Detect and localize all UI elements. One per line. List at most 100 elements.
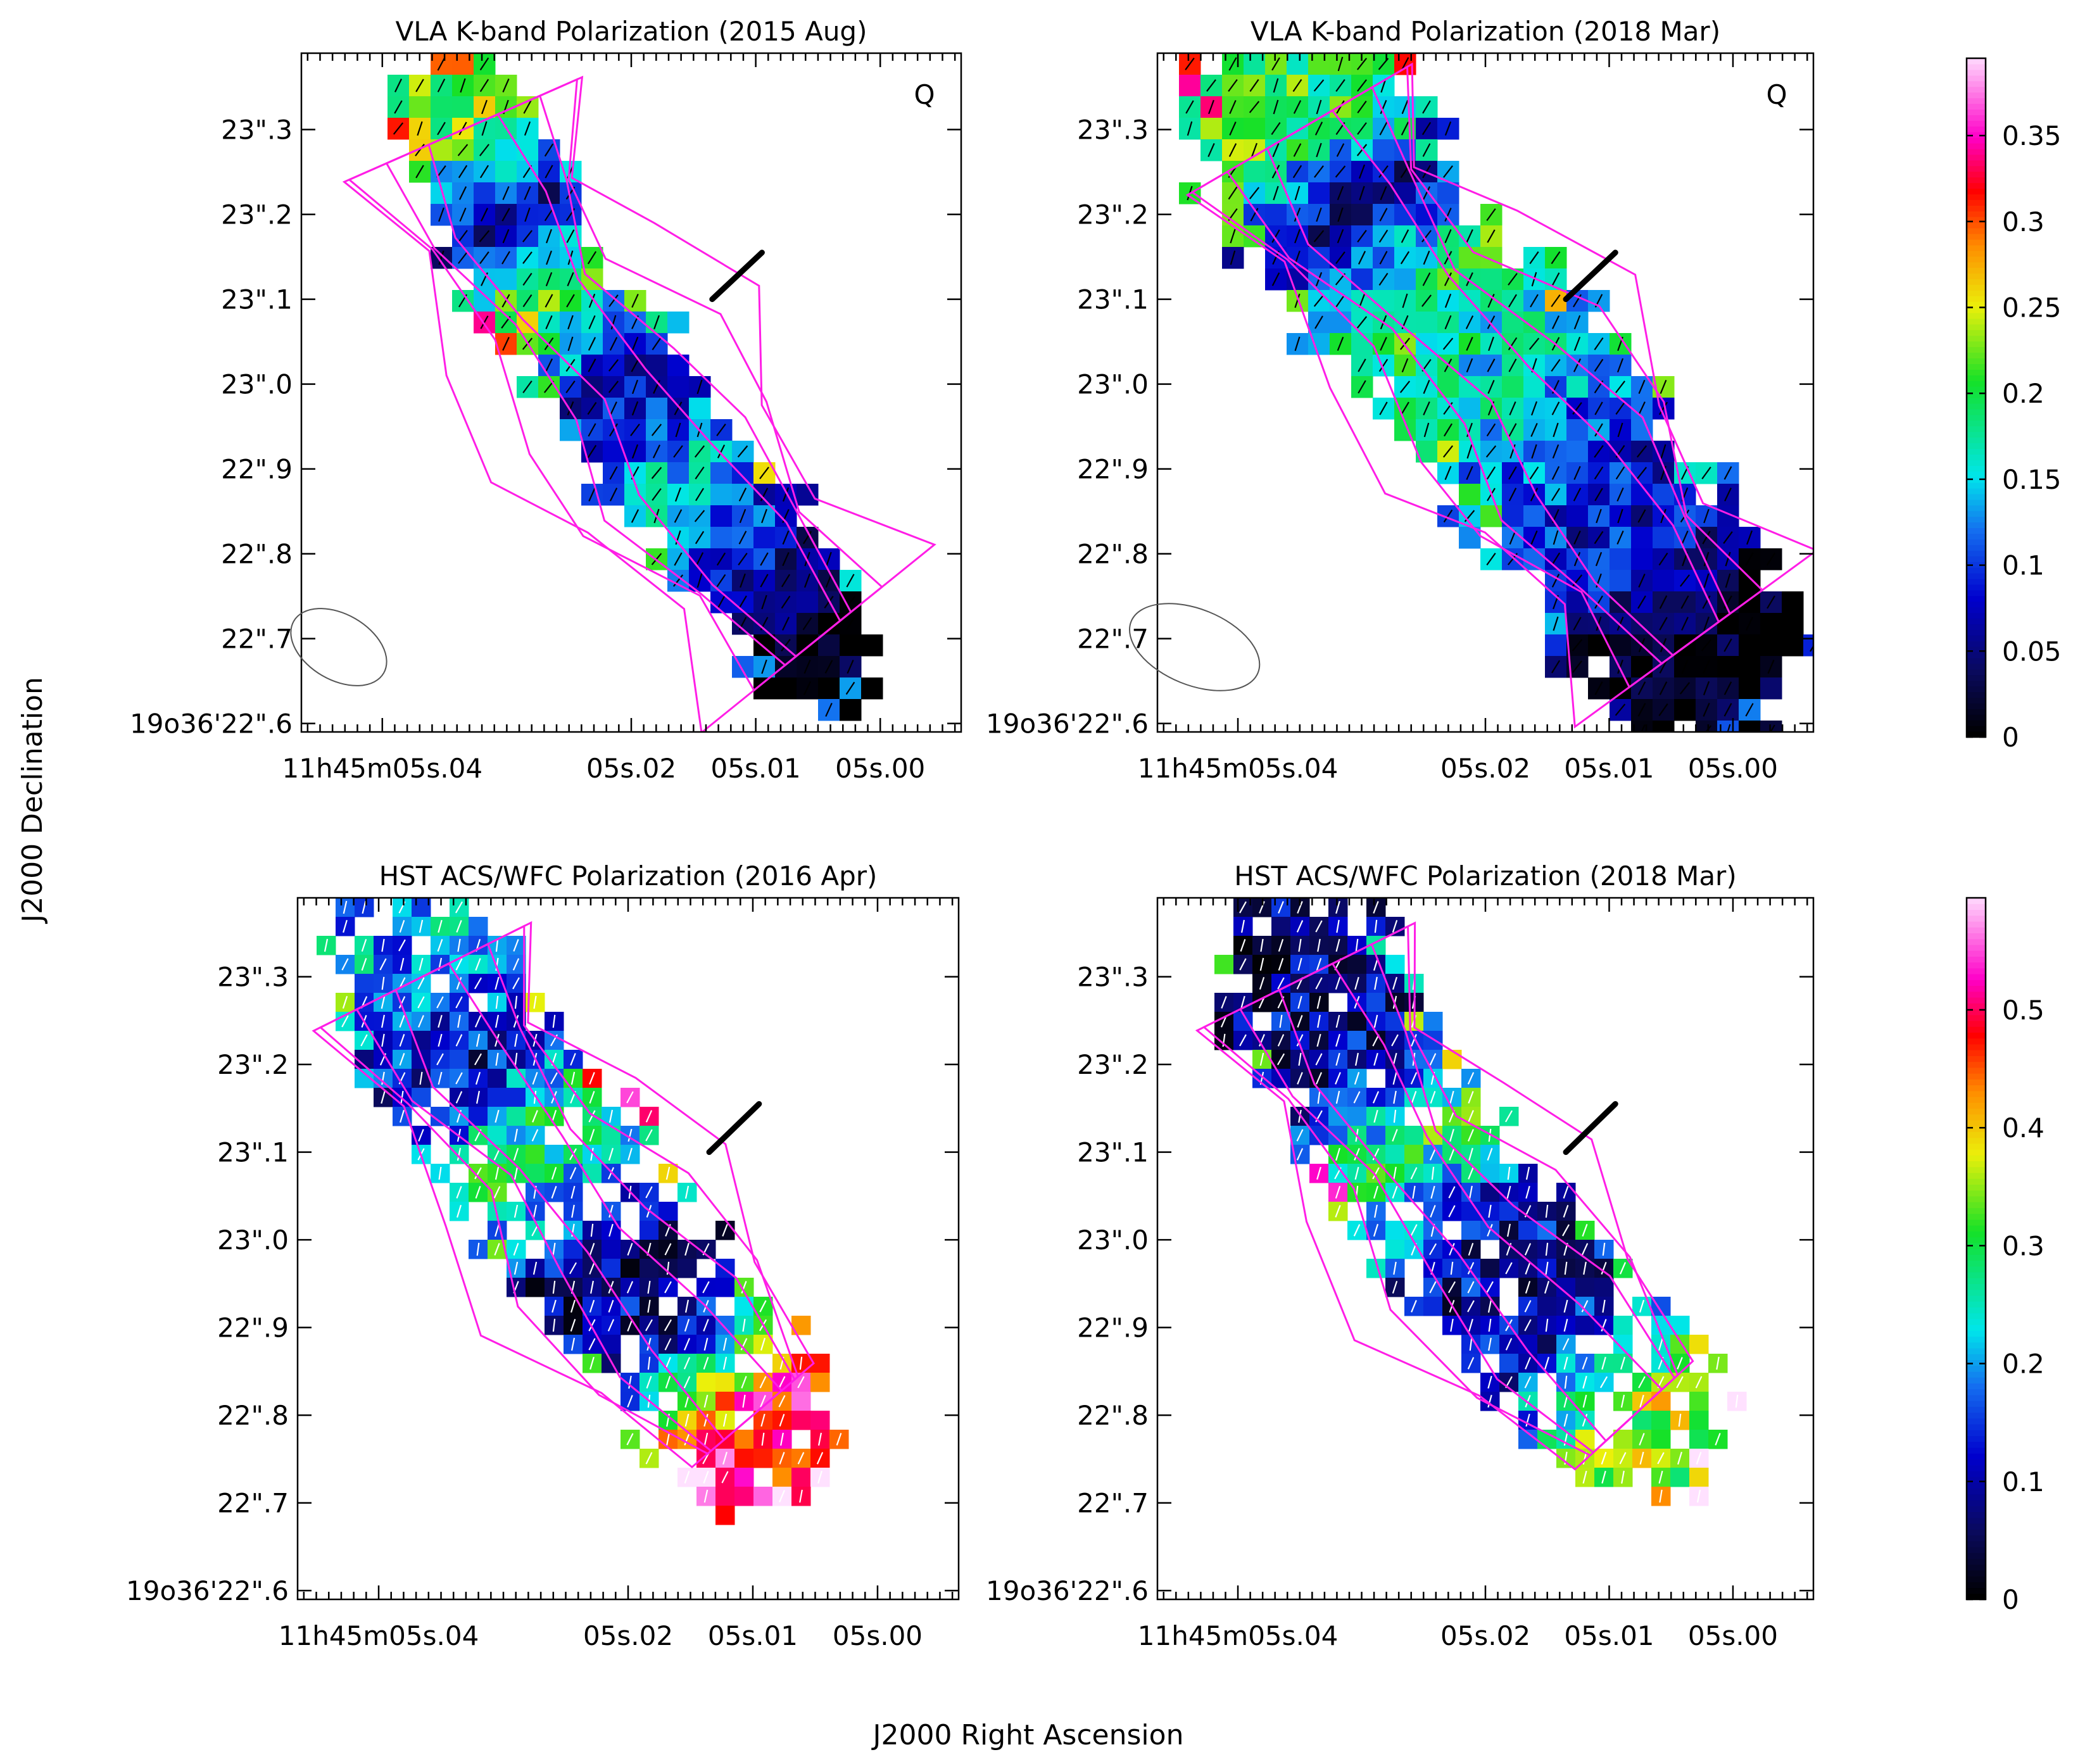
pol-vector xyxy=(495,1014,500,1028)
pol-vector xyxy=(566,229,575,243)
pol-pixel xyxy=(667,462,690,484)
pol-pixel xyxy=(1653,484,1675,506)
pol-vector xyxy=(1273,186,1279,201)
pol-pixel xyxy=(474,182,496,205)
pol-vector xyxy=(1431,1166,1435,1180)
pol-vector xyxy=(1677,1451,1682,1465)
pol-pixel xyxy=(1459,398,1481,420)
pol-pixel xyxy=(696,1373,716,1392)
pol-vector xyxy=(665,1432,671,1446)
colorbar-step xyxy=(1967,595,1986,602)
pol-pixel xyxy=(1287,268,1309,291)
ra-tick-label: 11h45m05s.04 xyxy=(1138,1620,1339,1651)
pol-vector xyxy=(1723,681,1732,695)
pol-pixel xyxy=(450,1050,469,1069)
pol-pixel xyxy=(1651,1392,1671,1411)
colorbar-step xyxy=(1967,997,1986,1004)
pol-vector xyxy=(493,1186,501,1199)
pol-vector xyxy=(1354,1148,1360,1161)
pol-pixel xyxy=(452,53,474,75)
pol-vector xyxy=(1316,142,1322,158)
pol-vector xyxy=(531,1129,539,1142)
pol-vector xyxy=(845,681,855,695)
pol-vector xyxy=(1563,1205,1569,1218)
colorbar-tick-label: 0.1 xyxy=(2002,1466,2045,1497)
colorbar-step xyxy=(1967,691,1986,698)
pol-vector xyxy=(608,294,619,307)
pol-vector xyxy=(626,1091,634,1104)
pol-vector xyxy=(1443,509,1453,523)
colorbar-step xyxy=(1967,1342,1986,1349)
pol-vector xyxy=(703,1471,709,1484)
pol-vector xyxy=(512,958,520,971)
colorbar-step xyxy=(1967,493,1986,500)
colorbar-step xyxy=(1967,290,1986,296)
pol-pixel xyxy=(495,161,517,183)
pol-pixel xyxy=(667,376,690,398)
pol-pixel xyxy=(1385,955,1405,974)
pol-vector xyxy=(684,1394,690,1408)
pol-pixel xyxy=(1610,591,1632,614)
pol-vector xyxy=(631,401,639,416)
pol-pixel xyxy=(797,591,819,614)
pol-vector xyxy=(1271,122,1281,135)
pol-vector xyxy=(1525,1166,1530,1180)
pol-vector xyxy=(1701,467,1711,479)
pol-vector xyxy=(1702,595,1711,609)
polarization-pixels xyxy=(1214,898,1747,1506)
colorbar-step xyxy=(1967,1172,1986,1179)
pol-vector xyxy=(1271,229,1280,243)
pol-vector xyxy=(1552,444,1559,459)
pol-vector xyxy=(1400,251,1410,265)
pol-vector xyxy=(1744,681,1755,695)
pol-vector xyxy=(1314,315,1323,329)
pol-vector xyxy=(826,551,832,567)
pol-vector xyxy=(1208,99,1214,115)
ra-tick-label: 05s.02 xyxy=(1440,753,1530,784)
pol-vector xyxy=(551,1166,557,1180)
pol-vector xyxy=(1487,1299,1492,1313)
pol-vector xyxy=(722,1337,728,1351)
pol-vector xyxy=(845,703,855,717)
pol-vector xyxy=(1637,681,1646,695)
pol-vector xyxy=(646,1376,652,1389)
pol-pixel xyxy=(1566,505,1589,527)
pol-vector xyxy=(609,423,618,437)
pol-vector xyxy=(1412,1185,1416,1199)
pol-vector xyxy=(1354,1071,1360,1085)
pol-pixel xyxy=(646,398,668,420)
pol-vector xyxy=(1789,616,1796,631)
dec-tick-label: 23".0 xyxy=(217,1225,289,1256)
colorbar-step xyxy=(1967,132,1986,138)
pol-vector xyxy=(1374,919,1378,933)
pol-vector xyxy=(628,1375,632,1389)
pol-pixel xyxy=(1200,118,1223,140)
pol-vector xyxy=(1428,1243,1437,1256)
pol-vector xyxy=(1525,1262,1531,1275)
pol-vector xyxy=(1553,530,1559,545)
contour-level-4 xyxy=(312,921,815,1469)
colorbar-step xyxy=(1967,324,1986,331)
pol-vector xyxy=(1562,1338,1570,1351)
colorbar-step xyxy=(1967,1441,1986,1448)
pol-vector xyxy=(1616,487,1624,502)
pol-vector xyxy=(1617,422,1623,438)
pol-vector xyxy=(694,445,705,458)
pol-vector xyxy=(824,617,833,631)
colorbar-step xyxy=(1967,1283,1986,1290)
pol-vector xyxy=(1572,402,1582,415)
pol-pixel xyxy=(810,1411,830,1430)
pol-vector xyxy=(1230,229,1236,244)
colorbar-step xyxy=(1967,1119,1986,1126)
pol-vector xyxy=(1298,938,1302,952)
pol-vector xyxy=(1639,1394,1644,1408)
pol-pixel xyxy=(734,1449,754,1468)
pol-vector xyxy=(1239,958,1247,971)
pol-vector xyxy=(1297,957,1302,971)
pol-vector xyxy=(1316,1033,1321,1047)
colorbar-step xyxy=(1967,674,1986,681)
pol-vector xyxy=(495,1052,499,1066)
colorbar-step xyxy=(1967,731,1986,738)
pol-vector xyxy=(1335,1052,1340,1066)
pol-vector xyxy=(1278,957,1284,971)
